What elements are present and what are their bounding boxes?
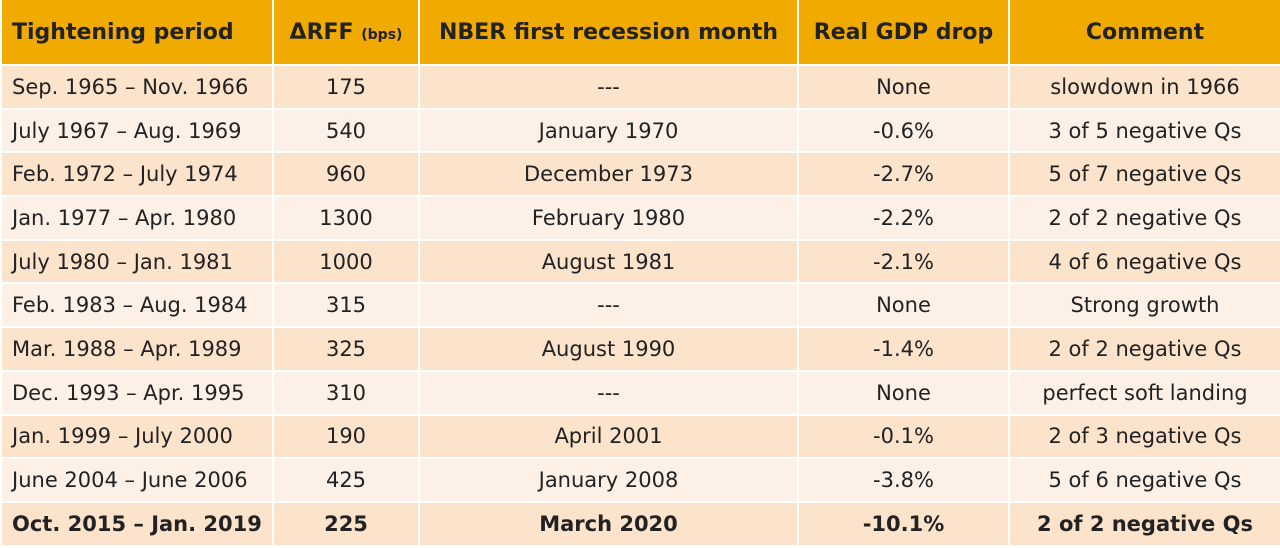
table-cell: None [799, 371, 1008, 414]
table-row: Sep. 1965 – Nov. 1966 175 --- None slowdown … [2, 66, 1280, 108]
table-row: Feb. 1983 – Aug. 1984 315 --- None Strong gr… [2, 284, 1280, 327]
table-cell: 325 [274, 328, 418, 370]
header-cell: Comment [1010, 0, 1280, 64]
table-cell: 175 [274, 66, 418, 108]
table-cell: March 2020 [420, 502, 797, 545]
table-body: Sep. 1965 – Nov. 1966 175 --- None slowdown … [2, 66, 1280, 545]
table-cell: 540 [274, 109, 418, 152]
header-cell: ΔRFF (bps) [274, 0, 418, 64]
table-cell: slowdown in 1966 [1010, 66, 1280, 108]
table-cell: Feb. 1983 – Aug. 1984 [2, 284, 272, 327]
table-cell: Strong growth [1010, 284, 1280, 327]
table-cell: 190 [274, 415, 418, 458]
table-cell: -0.1% [799, 415, 1008, 458]
header-row: Tightening period ΔRFF (bps) NBER first … [2, 0, 1280, 64]
table-cell: -1.4% [799, 328, 1008, 370]
header-cell: Tightening period [2, 0, 272, 64]
table-row: Dec. 1993 – Apr. 1995 310 --- None perfect s… [2, 371, 1280, 414]
table-cell: 310 [274, 371, 418, 414]
table-cell: July 1980 – Jan. 1981 [2, 240, 272, 283]
table-cell: 225 [274, 502, 418, 545]
table-cell: None [799, 66, 1008, 108]
table-cell: -0.6% [799, 109, 1008, 152]
table-cell: 2 of 3 negative Qs [1010, 415, 1280, 458]
header-unit: (bps) [361, 26, 403, 43]
table-cell: Jan. 1977 – Apr. 1980 [2, 197, 272, 239]
table-cell: April 2001 [420, 415, 797, 458]
table-cell: 2 of 2 negative Qs [1010, 502, 1280, 545]
table-cell: -10.1% [799, 502, 1008, 545]
table-cell: 960 [274, 153, 418, 196]
table-cell: January 1970 [420, 109, 797, 152]
table-cell: Feb. 1972 – July 1974 [2, 153, 272, 196]
table-cell: Jan. 1999 – July 2000 [2, 415, 272, 458]
table-cell: February 1980 [420, 197, 797, 239]
table-cell: August 1981 [420, 240, 797, 283]
table-cell: --- [420, 66, 797, 108]
table-row: Jan. 1999 – July 2000 190 April 2001 -0.1% 2… [2, 415, 1280, 458]
table-cell: Oct. 2015 – Jan. 2019 [2, 502, 272, 545]
table-cell: -2.1% [799, 240, 1008, 283]
table-cell: 315 [274, 284, 418, 327]
table-cell: 425 [274, 459, 418, 501]
table-row: Oct. 2015 – Jan. 2019 225 March 2020 -10.1%… [2, 502, 1280, 545]
table-cell: --- [420, 284, 797, 327]
table-row: July 1980 – Jan. 1981 1000 August 1981 -2.1… [2, 240, 1280, 283]
table-cell: Dec. 1993 – Apr. 1995 [2, 371, 272, 414]
table-row: Jan. 1977 – Apr. 1980 1300 February 1980 -2… [2, 197, 1280, 239]
table-cell: 3 of 5 negative Qs [1010, 109, 1280, 152]
table-cell: --- [420, 371, 797, 414]
table-cell: 2 of 2 negative Qs [1010, 328, 1280, 370]
table-cell: December 1973 [420, 153, 797, 196]
table-cell: 5 of 7 negative Qs [1010, 153, 1280, 196]
table-row: June 2004 – June 2006 425 January 2008 -3.8… [2, 459, 1280, 501]
table-cell: Sep. 1965 – Nov. 1966 [2, 66, 272, 108]
header-text: ΔRFF [289, 19, 354, 45]
table-cell: 4 of 6 negative Qs [1010, 240, 1280, 283]
table-cell: 2 of 2 negative Qs [1010, 197, 1280, 239]
table-cell: August 1990 [420, 328, 797, 370]
table-cell: 1000 [274, 240, 418, 283]
header-cell: NBER first recession month [420, 0, 797, 64]
table-row: Mar. 1988 – Apr. 1989 325 August 1990 -1.4%… [2, 328, 1280, 370]
table-cell: 1300 [274, 197, 418, 239]
table-cell: Mar. 1988 – Apr. 1989 [2, 328, 272, 370]
table-cell: -2.7% [799, 153, 1008, 196]
table-row: Feb. 1972 – July 1974 960 December 1973 -2.… [2, 153, 1280, 196]
header-cell: Real GDP drop [799, 0, 1008, 64]
table-cell: 5 of 6 negative Qs [1010, 459, 1280, 501]
table-cell: -3.8% [799, 459, 1008, 501]
table-cell: January 2008 [420, 459, 797, 501]
table-cell: perfect soft landing [1010, 371, 1280, 414]
table-cell: None [799, 284, 1008, 327]
table-row: July 1967 – Aug. 1969 540 January 1970 -0.6… [2, 109, 1280, 152]
table-cell: June 2004 – June 2006 [2, 459, 272, 501]
table-cell: -2.2% [799, 197, 1008, 239]
table-cell: July 1967 – Aug. 1969 [2, 109, 272, 152]
